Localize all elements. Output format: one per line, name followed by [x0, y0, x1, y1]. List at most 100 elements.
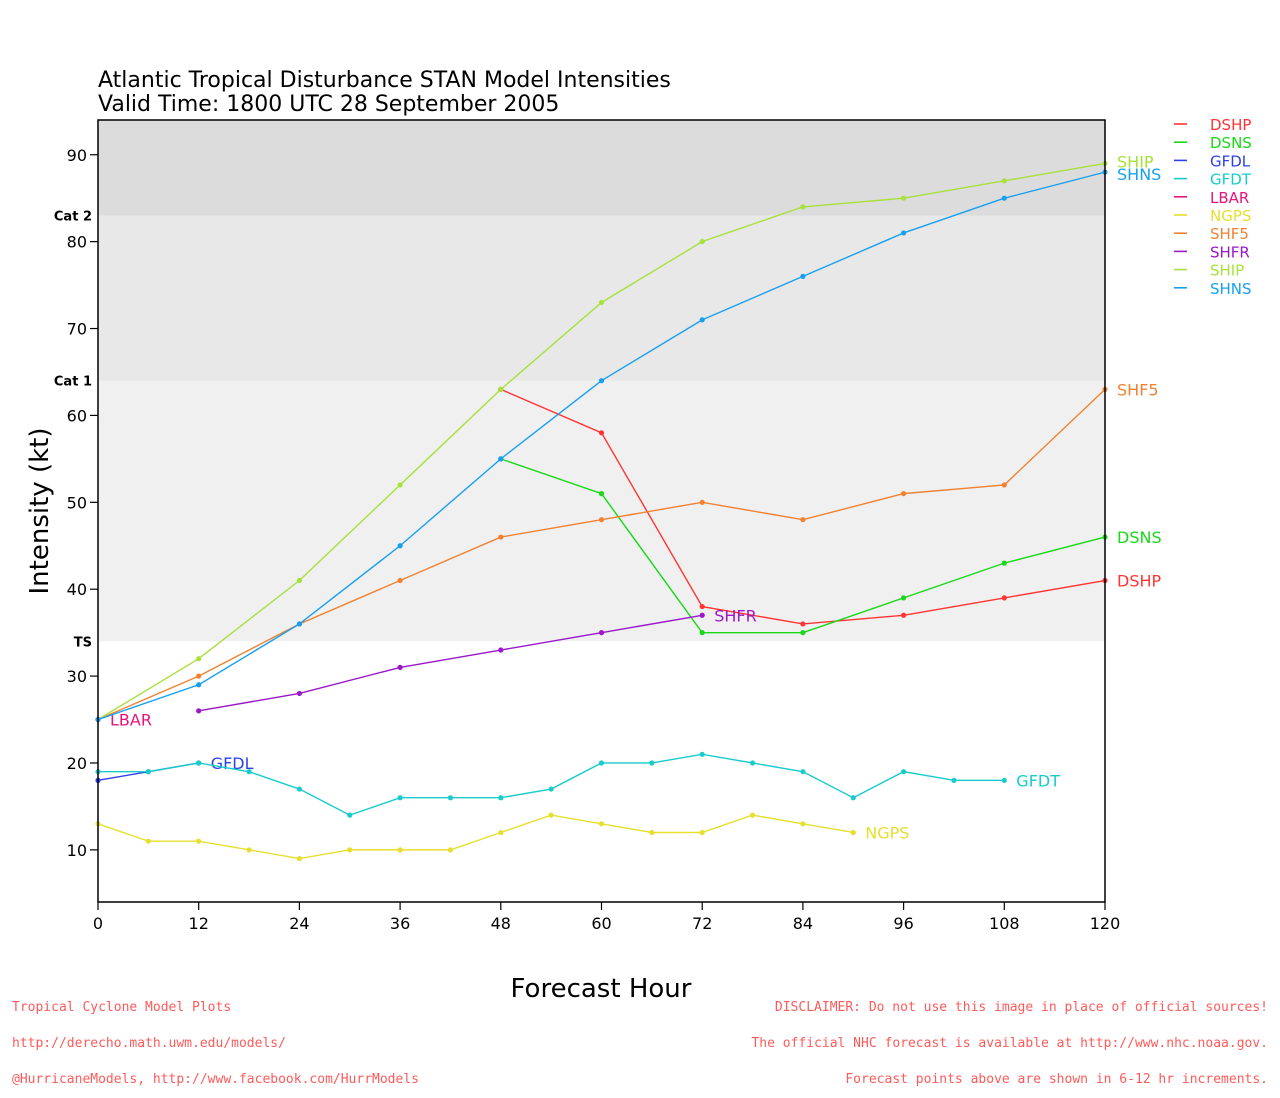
data-point-shf5 [1001, 482, 1007, 488]
series-end-label-dshp: DSHP [1117, 572, 1162, 591]
legend-entry-gfdl: GFDL [1210, 152, 1251, 170]
data-point-gfdt [1001, 777, 1007, 783]
series-end-label-shfr: SHFR [714, 606, 757, 625]
series-ngps: NGPS [95, 812, 909, 862]
data-point-gfdt [951, 777, 957, 783]
band-label: Cat 1 [54, 375, 92, 390]
legend-entry-shf5: SHF5 [1210, 225, 1249, 243]
footer-disclaimer-line: Forecast points above are shown in 6-12 … [845, 1072, 1268, 1087]
footer-disclaimer-line: The official NHC forecast is available a… [751, 1036, 1268, 1051]
series-end-label-ship: SHIP [1117, 152, 1154, 171]
x-tick-label: 120 [1090, 914, 1121, 933]
data-point-gfdt [749, 760, 756, 766]
legend-entry-gfdt: GFDT [1210, 171, 1252, 189]
footer-credit-line: http://derecho.math.uwm.edu/models/ [12, 1036, 286, 1051]
data-point-shfr [598, 630, 605, 636]
data-point-shns [598, 378, 605, 384]
data-point-gfdt [699, 751, 705, 757]
data-point-ngps [800, 821, 806, 827]
data-point-ngps [397, 847, 403, 853]
chart-subtitle: Valid Time: 1800 UTC 28 September 2005 [98, 92, 559, 117]
x-tick-label: 12 [189, 914, 209, 933]
data-point-dshp [699, 603, 705, 610]
band-2 [98, 120, 1105, 216]
data-point-gfdt [447, 795, 454, 801]
data-point-ngps [246, 847, 252, 853]
y-tick-label: 80 [67, 233, 87, 252]
intensity-chart: Atlantic Tropical Disturbance STAN Model… [25, 68, 1252, 1004]
data-point-dsns [699, 630, 705, 636]
data-point-shns [901, 230, 907, 236]
data-point-gfdt [196, 760, 202, 766]
data-point-ngps [196, 838, 202, 844]
series-line-shfr [198, 614, 703, 712]
x-tick-label: 48 [491, 914, 511, 933]
series-end-label-shns: SHNS [1117, 165, 1161, 184]
data-point-shfr [397, 664, 403, 671]
footer-credits: Tropical Cyclone Model Plots http://dere… [12, 978, 419, 1098]
data-point-dsns [598, 491, 605, 497]
y-axis: 10 20 30 40 50 60 70 80 90 [67, 146, 98, 860]
y-tick-label: 50 [67, 493, 87, 512]
data-point-ship [598, 299, 605, 306]
data-point-shf5 [699, 499, 705, 505]
data-point-ngps [850, 829, 856, 836]
data-point-shf5 [598, 517, 605, 523]
legend-entry-lbar: LBAR [1210, 189, 1249, 207]
intensity-bands: TS Cat 1 Cat 2 [54, 120, 1105, 650]
data-point-gfdt [598, 760, 605, 766]
series-end-label-dsns: DSNS [1117, 528, 1162, 547]
band-0 [98, 380, 1105, 642]
data-point-gfdt [397, 795, 403, 801]
data-point-dshp [901, 612, 907, 618]
series-end-label-lbar: LBAR [110, 711, 152, 730]
data-point-ship [397, 482, 403, 488]
data-point-gfdt [800, 769, 806, 775]
data-point-dshp [1001, 595, 1007, 601]
data-point-shfr [498, 647, 504, 653]
series-end-label-gfdl: GFDL [211, 754, 254, 773]
x-tick-label: 72 [692, 914, 712, 933]
band-1 [98, 215, 1105, 381]
legend-entry-shns: SHNS [1210, 280, 1252, 298]
x-axis: 0 12 24 36 48 60 72 84 96 108 120 [93, 902, 1120, 933]
data-point-shf5 [901, 491, 907, 497]
data-point-gfdt [347, 812, 353, 818]
footer-credit-line: Tropical Cyclone Model Plots [12, 1000, 232, 1015]
data-point-shf5 [800, 517, 806, 523]
footer-credit-line: @HurricaneModels, http://www.facebook.co… [12, 1072, 419, 1087]
x-tick-label: 108 [989, 914, 1020, 933]
data-point-gfdt [498, 795, 504, 801]
data-point-shns [800, 273, 806, 279]
data-point-ship [1001, 178, 1007, 184]
data-point-shf5 [196, 673, 202, 679]
footer-disclaimer-line: DISCLAIMER: Do not use this image in pla… [774, 1000, 1268, 1015]
x-tick-label: 36 [390, 914, 410, 933]
data-point-ship [498, 386, 504, 392]
data-point-shf5 [498, 534, 504, 540]
data-point-shfr [699, 612, 705, 618]
series-gfdt: GFDT [95, 751, 1060, 818]
data-point-gfdt [901, 769, 907, 775]
x-axis-label: Forecast Hour [511, 974, 692, 1004]
data-point-dsns [800, 630, 806, 636]
data-point-gfdt [850, 795, 856, 801]
footer-disclaimer: DISCLAIMER: Do not use this image in pla… [751, 978, 1268, 1098]
data-point-gfdt [649, 760, 655, 766]
y-tick-label: 70 [67, 320, 87, 339]
x-tick-label: 84 [793, 914, 813, 933]
data-point-shns [296, 621, 302, 627]
data-point-ngps [498, 829, 504, 836]
legend-entry-shfr: SHFR [1210, 243, 1250, 261]
y-tick-label: 30 [67, 667, 87, 686]
series-end-label-gfdt: GFDT [1016, 771, 1060, 790]
y-axis-label: Intensity (kt) [25, 428, 55, 595]
legend-entry-dshp: DSHP [1210, 116, 1251, 134]
band-label: Cat 2 [54, 210, 92, 225]
data-point-ship [196, 656, 202, 662]
data-point-gfdt [145, 769, 151, 775]
data-point-ship [901, 195, 907, 201]
y-tick-label: 20 [67, 754, 87, 773]
